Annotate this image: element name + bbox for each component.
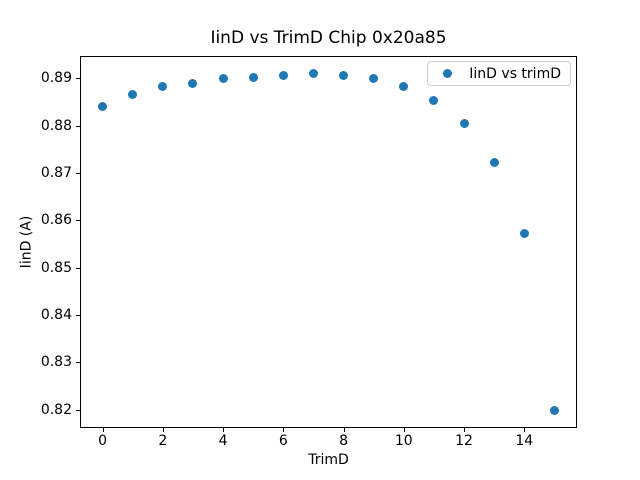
data-point xyxy=(459,118,469,128)
x-tick-mark xyxy=(403,428,405,432)
scatter-points xyxy=(80,56,577,428)
x-tick-mark xyxy=(343,428,345,432)
y-tick-label: 0.85 xyxy=(40,259,72,276)
data-point xyxy=(519,228,529,238)
y-tick-label: 0.83 xyxy=(40,354,72,371)
y-tick-label: 0.89 xyxy=(40,70,72,87)
data-point xyxy=(369,73,379,83)
x-tick-label: 2 xyxy=(158,433,168,449)
x-tick-label: 4 xyxy=(218,433,228,449)
legend-marker-icon xyxy=(443,69,453,78)
y-tick-label: 0.87 xyxy=(40,164,72,181)
y-tick-label: 0.82 xyxy=(40,401,72,418)
data-point xyxy=(128,89,138,99)
x-axis-label: TrimD xyxy=(308,452,349,468)
y-tick-label: 0.84 xyxy=(40,306,72,323)
data-point xyxy=(429,95,439,105)
y-tick-mark xyxy=(76,220,80,222)
y-tick-label: 0.86 xyxy=(40,212,72,229)
x-tick-label: 6 xyxy=(278,433,288,449)
x-tick-mark xyxy=(162,428,164,432)
data-point xyxy=(489,157,499,167)
data-point xyxy=(188,78,198,88)
x-tick-mark xyxy=(524,428,526,432)
x-tick-label: 14 xyxy=(515,433,534,449)
y-tick-mark xyxy=(76,172,80,174)
x-tick-label: 8 xyxy=(339,433,349,449)
legend: IinD vs trimD xyxy=(427,61,571,86)
y-tick-mark xyxy=(76,409,80,411)
plot-area: IinD vs trimD xyxy=(80,56,577,428)
data-point xyxy=(278,70,288,80)
x-tick-label: 0 xyxy=(98,433,108,449)
data-point xyxy=(218,74,228,84)
y-tick-mark xyxy=(76,125,80,127)
chart-title: IinD vs TrimD Chip 0x20a85 xyxy=(210,28,447,48)
y-tick-label: 0.88 xyxy=(40,117,72,134)
data-point xyxy=(308,68,318,78)
x-tick-mark xyxy=(283,428,285,432)
y-tick-mark xyxy=(76,267,80,269)
data-point xyxy=(98,102,108,112)
data-point xyxy=(248,73,258,83)
y-tick-mark xyxy=(76,314,80,316)
data-point xyxy=(549,406,559,416)
legend-label: IinD vs trimD xyxy=(469,65,561,82)
y-tick-mark xyxy=(76,362,80,364)
x-tick-mark xyxy=(464,428,466,432)
x-tick-label: 10 xyxy=(394,433,413,449)
data-point xyxy=(339,70,349,80)
x-tick-mark xyxy=(223,428,225,432)
x-tick-mark xyxy=(102,428,104,432)
x-tick-label: 12 xyxy=(455,433,473,449)
data-point xyxy=(158,82,168,92)
data-point xyxy=(399,82,409,92)
y-tick-mark xyxy=(76,78,80,80)
